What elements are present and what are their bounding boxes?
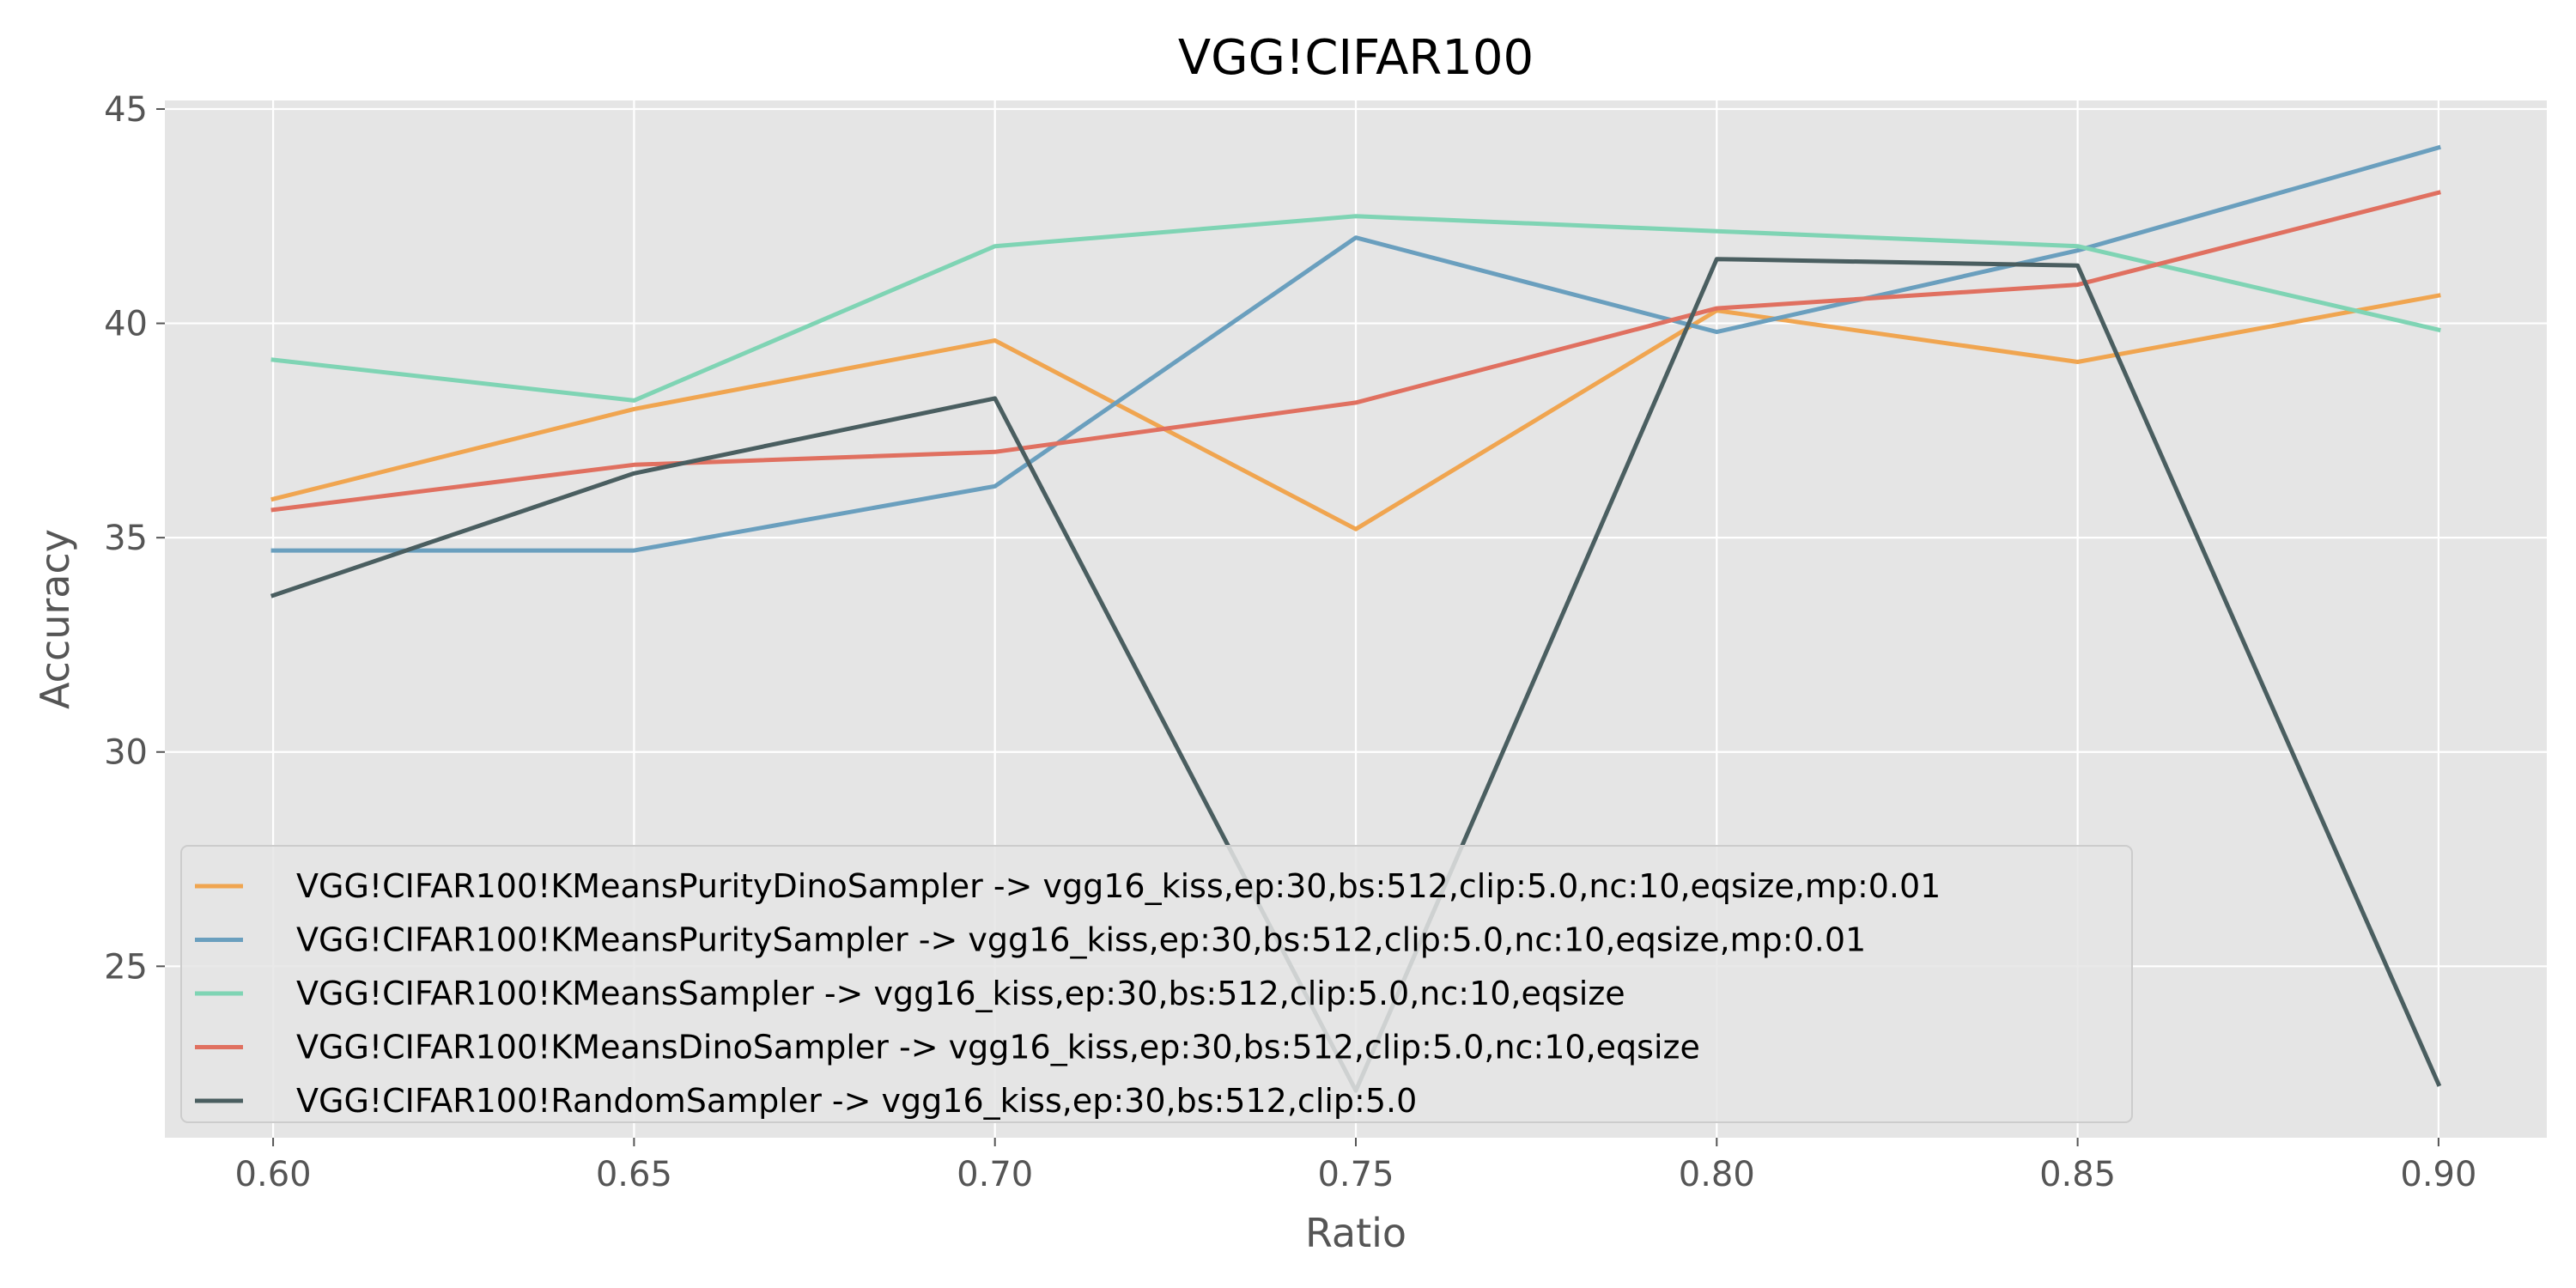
y-tick-label: 40 xyxy=(104,305,148,344)
x-tick-label: 0.70 xyxy=(957,1155,1033,1194)
x-tick-label: 0.90 xyxy=(2400,1155,2476,1194)
legend-label-3: VGG!CIFAR100!KMeansSampler -> vgg16_kiss… xyxy=(296,975,1625,1012)
series-line-3 xyxy=(270,214,2441,403)
x-tick-label: 0.75 xyxy=(1317,1155,1394,1194)
series-line-2 xyxy=(270,144,2441,553)
y-axis-label: Accuracy xyxy=(32,529,78,709)
legend-label-4: VGG!CIFAR100!KMeansDinoSampler -> vgg16_… xyxy=(296,1029,1700,1066)
y-tick-label: 25 xyxy=(104,947,148,987)
chart-title: VGG!CIFAR100 xyxy=(1178,30,1534,86)
axis-ticks: 0.60 0.65 0.70 0.75 0.80 0.85 0.90 25 30 35 40 45 xyxy=(104,90,2476,1194)
legend: VGG!CIFAR100!KMeansPurityDinoSampler -> … xyxy=(180,845,2133,1123)
y-tick-label: 30 xyxy=(104,733,148,773)
legend-label-5: VGG!CIFAR100!RandomSampler -> vgg16_kiss… xyxy=(296,1082,1417,1120)
x-axis-label: Ratio xyxy=(1305,1210,1406,1256)
legend-label-1: VGG!CIFAR100!KMeansPurityDinoSampler -> … xyxy=(296,867,1941,905)
y-tick-label: 45 xyxy=(104,90,148,130)
x-tick-label: 0.80 xyxy=(1679,1155,1755,1194)
series-lines xyxy=(270,144,2442,1093)
legend-box xyxy=(180,845,2133,1123)
x-tick-label: 0.85 xyxy=(2039,1155,2116,1194)
series-line-1 xyxy=(270,293,2441,532)
series-line-4 xyxy=(270,190,2441,513)
legend-label-2: VGG!CIFAR100!KMeansPuritySampler -> vgg1… xyxy=(296,921,1866,959)
x-tick-label: 0.60 xyxy=(235,1155,312,1194)
x-tick-label: 0.65 xyxy=(596,1155,672,1194)
y-tick-label: 35 xyxy=(104,519,148,558)
